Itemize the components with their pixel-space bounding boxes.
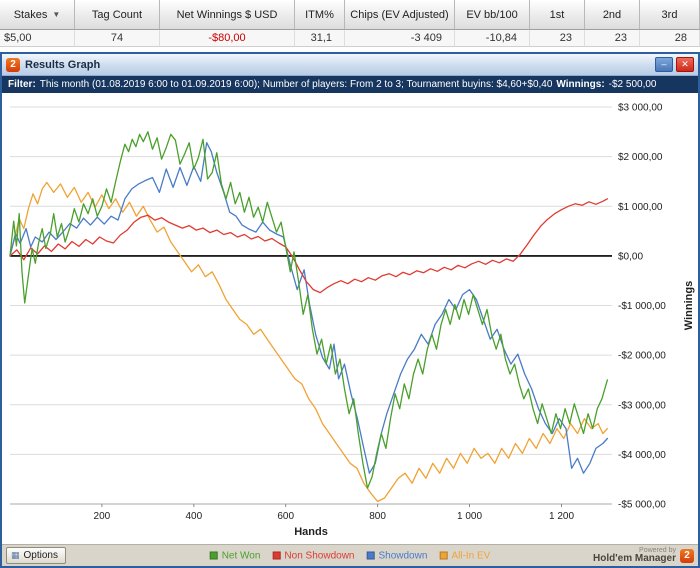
brand-label: Hold'em Manager — [593, 552, 676, 564]
legend-item-all-in-ev[interactable]: All-In EV — [439, 550, 490, 561]
first-place-value: 23 — [530, 30, 585, 47]
legend-label: All-In EV — [451, 550, 491, 561]
net-winnings-value: -$80,00 — [160, 30, 295, 47]
svg-text:-$2 000,00: -$2 000,00 — [618, 351, 666, 362]
column-header-ev-bb100[interactable]: EV bb/100 — [455, 0, 530, 30]
grid-icon: ▦ — [11, 550, 20, 560]
svg-text:800: 800 — [369, 511, 386, 522]
results-chart: $3 000,00 $2 000,00 $1 000,00 $0,00 -$1 000,… — [2, 93, 698, 544]
third-place-value: 28 — [640, 30, 700, 47]
column-header-chips-ev[interactable]: Chips (EV Adjusted) — [345, 0, 455, 30]
legend-item-non-showdown[interactable]: Non Showdown — [272, 550, 354, 561]
legend-swatch-icon — [272, 551, 281, 560]
svg-text:-$1 000,00: -$1 000,00 — [618, 301, 666, 312]
legend-label: Net Won — [221, 550, 261, 561]
svg-text:$2 000,00: $2 000,00 — [618, 152, 663, 163]
summary-table: Stakes ▼ Tag Count Net Winnings $ USD IT… — [0, 0, 700, 47]
filter-text: This month (01.08.2019 6:00 to 01.09.201… — [39, 79, 553, 90]
options-button[interactable]: ▦ Options — [6, 547, 66, 564]
stakes-value: $5,00 — [0, 30, 75, 47]
column-header-1st[interactable]: 1st — [530, 0, 585, 30]
chart-legend: Net Won Non Showdown Showdown All-In EV — [209, 550, 490, 561]
chevron-down-icon: ▼ — [52, 10, 61, 19]
winnings-value: -$2 500,00 — [608, 79, 657, 90]
results-graph-window: 2 Results Graph – ✕ Filter: This month (… — [0, 52, 700, 568]
powered-by-label: Powered by — [639, 546, 676, 554]
column-header-3rd[interactable]: 3rd — [640, 0, 700, 30]
close-button[interactable]: ✕ — [676, 57, 694, 72]
svg-text:200: 200 — [94, 511, 111, 522]
column-header-stakes[interactable]: Stakes ▼ — [0, 0, 75, 30]
column-header-tag-count[interactable]: Tag Count — [75, 0, 160, 30]
legend-item-net-won[interactable]: Net Won — [209, 550, 261, 561]
summary-value-row: $5,00 74 -$80,00 31,1 -3 409 -10,84 23 2… — [0, 30, 700, 47]
svg-text:-$3 000,00: -$3 000,00 — [618, 400, 666, 411]
column-header-itm[interactable]: ITM% — [295, 0, 345, 30]
legend-label: Non Showdown — [284, 550, 355, 561]
titlebar[interactable]: 2 Results Graph – ✕ — [2, 54, 698, 76]
legend-swatch-icon — [439, 551, 448, 560]
column-header-net-winnings[interactable]: Net Winnings $ USD — [160, 0, 295, 30]
legend-swatch-icon — [209, 551, 218, 560]
minimize-button[interactable]: – — [655, 57, 673, 72]
options-label: Options — [23, 550, 58, 561]
second-place-value: 23 — [585, 30, 640, 47]
svg-text:-$4 000,00: -$4 000,00 — [618, 450, 666, 461]
legend-item-showdown[interactable]: Showdown — [366, 550, 427, 561]
legend-swatch-icon — [366, 551, 375, 560]
itm-value: 31,1 — [295, 30, 345, 47]
legend-label: Showdown — [378, 550, 428, 561]
summary-header-row: Stakes ▼ Tag Count Net Winnings $ USD IT… — [0, 0, 700, 30]
tag-count-value: 74 — [75, 30, 160, 47]
winnings-label: Winnings: — [556, 79, 605, 90]
svg-text:Hands: Hands — [294, 526, 328, 538]
svg-text:1 000: 1 000 — [457, 511, 482, 522]
svg-text:1 200: 1 200 — [549, 511, 574, 522]
svg-text:600: 600 — [277, 511, 294, 522]
chips-ev-value: -3 409 — [345, 30, 455, 47]
window-title: Results Graph — [25, 58, 101, 71]
stakes-label: Stakes — [13, 8, 48, 21]
powered-by: Powered by Hold'em Manager 2 — [593, 547, 694, 565]
ev-bb100-value: -10,84 — [455, 30, 530, 47]
filter-label: Filter: — [8, 79, 36, 90]
svg-text:-$5 000,00: -$5 000,00 — [618, 500, 666, 511]
filter-bar[interactable]: Filter: This month (01.08.2019 6:00 to 0… — [2, 76, 698, 93]
svg-text:Winnings: Winnings — [683, 281, 695, 330]
svg-text:400: 400 — [185, 511, 202, 522]
hm2-logo: 2 — [680, 548, 694, 563]
svg-text:$3 000,00: $3 000,00 — [618, 103, 663, 114]
column-header-2nd[interactable]: 2nd — [585, 0, 640, 30]
status-bar: ▦ Options Net Won Non Showdown Showdown All… — [2, 544, 698, 566]
svg-text:$0,00: $0,00 — [618, 251, 643, 262]
svg-text:$1 000,00: $1 000,00 — [618, 202, 663, 213]
hm2-icon: 2 — [6, 57, 20, 72]
